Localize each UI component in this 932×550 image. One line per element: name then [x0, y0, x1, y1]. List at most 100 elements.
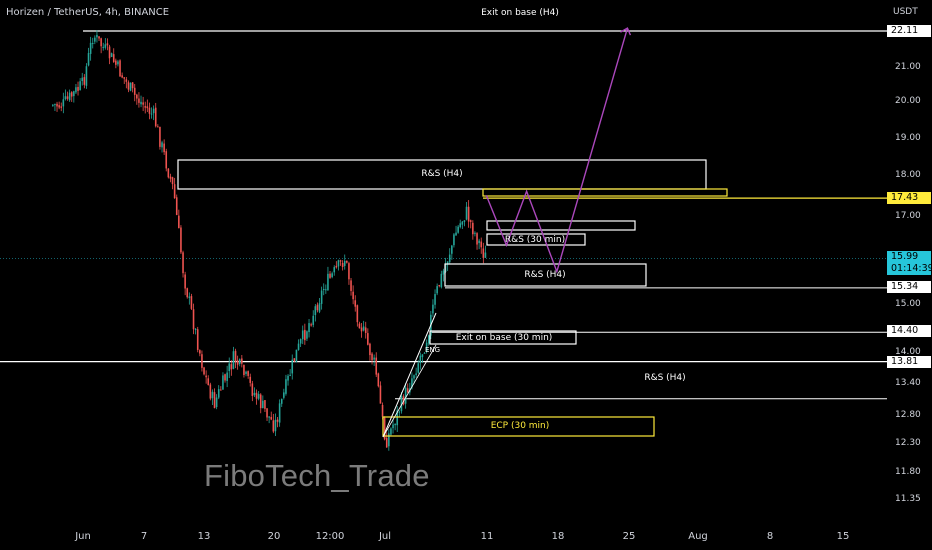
candle-body [188, 296, 191, 298]
candle-body [79, 81, 81, 91]
zone-box[interactable] [429, 330, 577, 345]
candle-body [474, 232, 476, 234]
candle-body [318, 303, 321, 312]
candle-body [186, 288, 189, 298]
zone-box[interactable] [486, 220, 636, 231]
candle-body [123, 77, 126, 79]
candle-body [175, 197, 178, 215]
candle-body [402, 396, 405, 405]
candle-body [419, 355, 422, 363]
candle-body [472, 222, 474, 235]
candle-body [184, 274, 186, 289]
candle-body [451, 245, 453, 254]
price-levels [0, 30, 887, 400]
zone-box[interactable] [382, 416, 655, 437]
candle-body [343, 260, 346, 266]
candle-body [154, 107, 157, 127]
projection-path[interactable] [485, 27, 629, 274]
y-tick-label: 19.00 [895, 132, 921, 143]
candle-body [262, 400, 264, 409]
candle-body [136, 94, 138, 99]
candle-body [215, 397, 218, 408]
candle-body [390, 428, 392, 435]
candle-body [255, 392, 258, 399]
candle-body [297, 343, 300, 350]
x-tick-label: Jun [75, 531, 91, 542]
candle-body [236, 360, 239, 365]
y-tick-label: 15.00 [895, 298, 921, 309]
candle-body [94, 37, 96, 42]
candle-body [480, 241, 483, 248]
candle-body [484, 252, 487, 258]
candle-body [293, 358, 296, 361]
trend-line[interactable] [382, 344, 437, 438]
candle-body [182, 252, 184, 274]
candle-body [478, 240, 480, 244]
candle-body [81, 77, 84, 81]
candle-body [163, 143, 165, 153]
candle-body [455, 232, 457, 236]
candle-body [352, 291, 354, 300]
zone-box[interactable] [482, 188, 728, 197]
candle-body [106, 43, 109, 46]
candle-body [121, 75, 123, 78]
candle-body [89, 42, 92, 54]
candle-body [417, 363, 420, 373]
candle-body [64, 96, 67, 100]
candle-body [87, 53, 90, 66]
candle-body [463, 220, 466, 222]
label-eng: ENG [425, 346, 441, 354]
x-tick-label: 13 [197, 531, 211, 542]
candle-body [58, 105, 60, 108]
candle-body [312, 315, 315, 325]
candle-body [331, 273, 333, 278]
candle-body [385, 438, 388, 448]
symbol-title: Horizen / TetherUS, 4h, BINANCE [6, 7, 170, 18]
candle-body [165, 151, 168, 169]
price-tag-exit: 22.11 [887, 25, 931, 37]
candle-body [222, 375, 224, 390]
zone-box[interactable] [444, 263, 647, 287]
candle-body [194, 328, 197, 330]
candle-body [115, 60, 117, 65]
candle-body [230, 364, 233, 370]
x-tick-label: 20 [267, 531, 281, 542]
x-tick-label: 8 [766, 531, 774, 542]
label-rbs-h4-mid: R&S (H4) [524, 270, 566, 280]
candle-body [469, 220, 472, 222]
candle-body [251, 383, 254, 396]
candle-body [232, 351, 235, 369]
trend-line[interactable] [382, 312, 437, 438]
candle-body [249, 376, 252, 383]
projection-arrowhead [620, 27, 632, 36]
candle-body [398, 411, 401, 413]
candle-body [144, 106, 147, 108]
y-tick-label: 21.00 [895, 62, 921, 73]
candle-body [314, 306, 317, 316]
zone-box[interactable] [177, 159, 707, 190]
candle-body [367, 333, 369, 345]
candle-body [304, 329, 306, 341]
candle-body [356, 305, 359, 323]
zone-box[interactable] [486, 233, 586, 246]
candle-body [375, 357, 378, 375]
axis-unit: USDT [893, 7, 918, 17]
candle-body [125, 79, 128, 82]
candle-body [333, 267, 336, 273]
candle-body [320, 290, 323, 304]
candle-body [339, 260, 342, 262]
candle-body [322, 289, 325, 291]
candle-body [117, 61, 119, 65]
candle-body [274, 419, 277, 432]
x-tick-label: Aug [688, 531, 708, 542]
candle-body [224, 374, 226, 381]
candle-body [140, 101, 142, 105]
candle-body [110, 53, 113, 57]
candle-body [335, 265, 338, 268]
candle-body [91, 43, 94, 45]
candle-body [377, 373, 380, 387]
candle-body [360, 327, 363, 332]
candle-body [133, 87, 136, 95]
candle-body [459, 223, 462, 228]
